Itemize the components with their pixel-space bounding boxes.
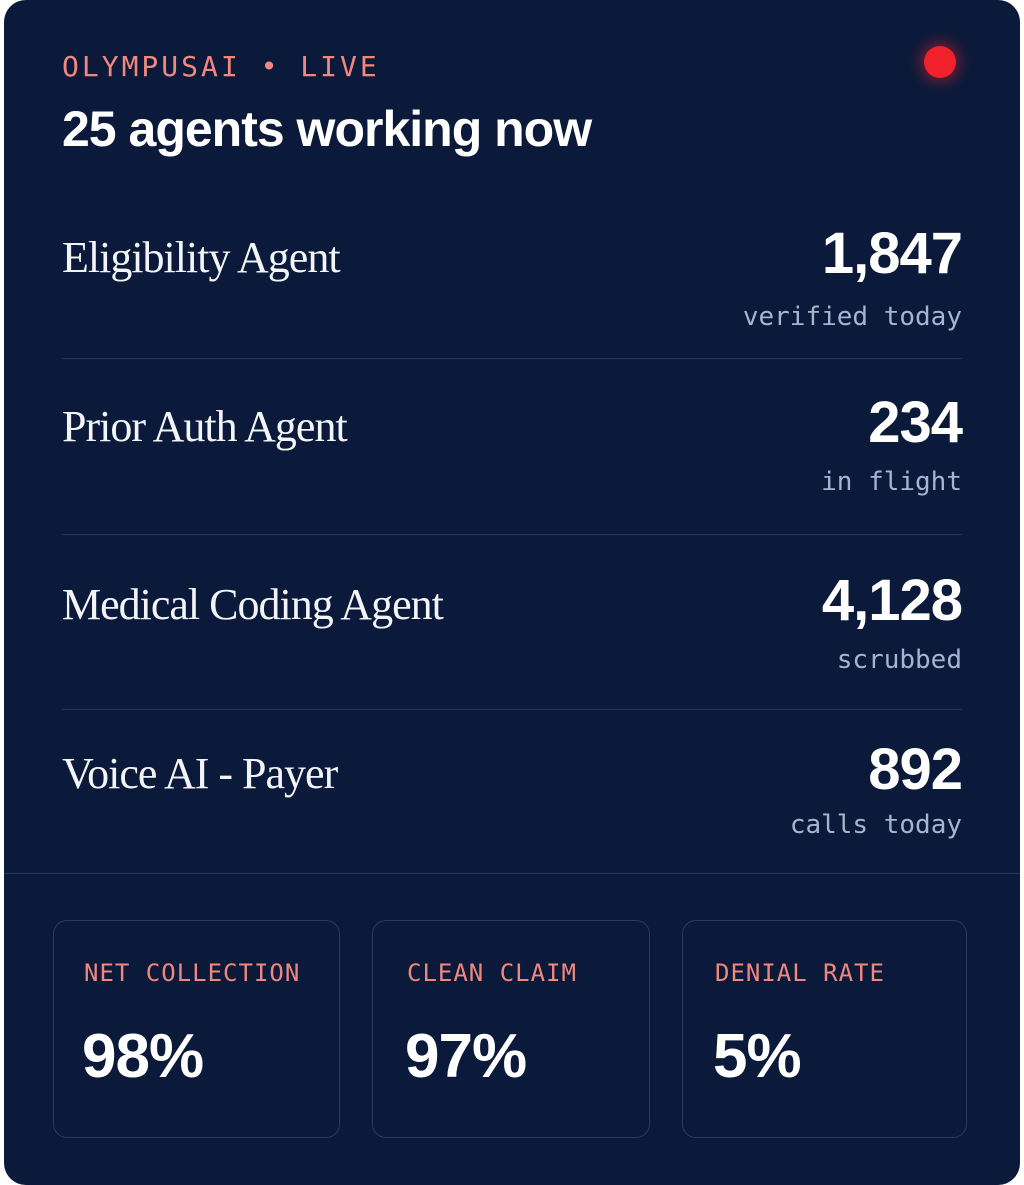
agent-list: Eligibility Agent 1,847 verified today P… <box>62 200 963 870</box>
metric-value: 5% <box>713 1022 802 1091</box>
agent-caption: calls today <box>789 810 962 840</box>
agent-name: Voice AI - Payer <box>62 749 338 798</box>
metric-value: 97% <box>405 1022 527 1091</box>
agent-row-eligibility: Eligibility Agent 1,847 verified today <box>62 200 963 359</box>
metric-label: NET COLLECTION <box>84 959 301 987</box>
metric-value: 98% <box>82 1022 204 1091</box>
agent-value: 1,847 <box>821 221 963 286</box>
agent-value: 4,128 <box>821 568 963 633</box>
metric-card-net-collection: NET COLLECTION 98% <box>53 920 340 1138</box>
metric-card-clean-claim: CLEAN CLAIM 97% <box>372 920 650 1138</box>
agent-caption: in flight <box>821 467 962 497</box>
agent-name: Prior Auth Agent <box>62 402 348 451</box>
agent-row-voice-ai: Voice AI - Payer 892 calls today <box>62 710 963 870</box>
section-divider <box>4 873 1020 874</box>
agent-name: Medical Coding Agent <box>62 580 444 629</box>
metric-label: DENIAL RATE <box>715 959 885 987</box>
metric-card-denial-rate: DENIAL RATE 5% <box>682 920 967 1138</box>
agent-row-prior-auth: Prior Auth Agent 234 in flight <box>62 359 963 535</box>
page-title: 25 agents working now <box>62 101 592 157</box>
agents-dashboard-card: OLYMPUSAI • LIVE 25 agents working now E… <box>4 0 1020 1185</box>
agent-row-medical-coding: Medical Coding Agent 4,128 scrubbed <box>62 535 963 710</box>
live-indicator-dot <box>924 46 956 78</box>
metric-label: CLEAN CLAIM <box>407 959 577 987</box>
agent-value: 892 <box>868 737 963 802</box>
agent-caption: verified today <box>742 302 962 332</box>
agent-caption: scrubbed <box>836 645 962 675</box>
brand-live-label: OLYMPUSAI • LIVE <box>62 50 380 83</box>
agent-value: 234 <box>868 390 963 455</box>
agent-name: Eligibility Agent <box>62 233 341 282</box>
